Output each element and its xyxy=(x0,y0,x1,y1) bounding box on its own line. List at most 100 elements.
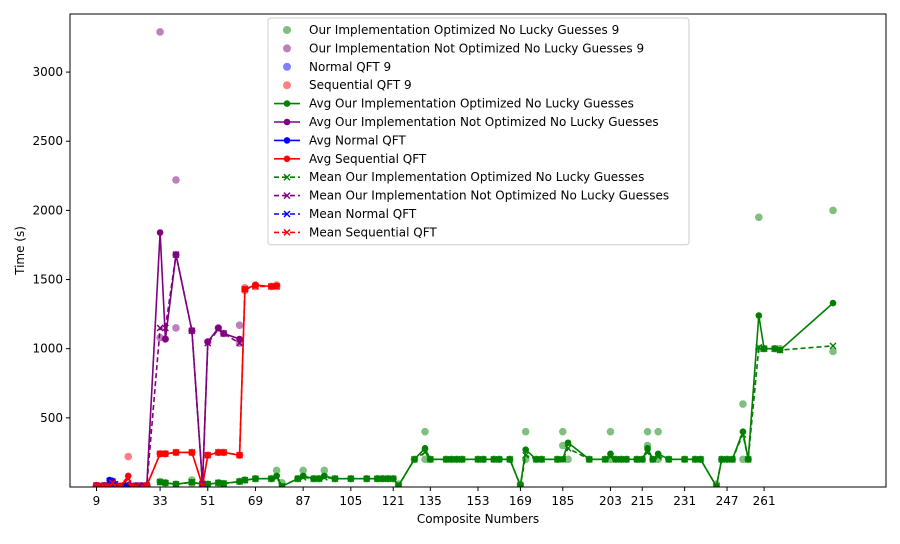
line-point xyxy=(198,482,206,487)
scatter-point xyxy=(564,455,572,464)
scatter-point xyxy=(521,427,530,436)
legend-label: Normal QFT 9 xyxy=(309,60,391,74)
line-point xyxy=(347,475,355,483)
x-tick-label: 51 xyxy=(200,494,215,508)
line-point xyxy=(458,455,466,463)
x-tick-label: 87 xyxy=(296,494,311,508)
legend-label: Sequential QFT 9 xyxy=(309,78,412,92)
line-point xyxy=(612,455,620,463)
scatter-point xyxy=(235,321,244,329)
line-point xyxy=(744,455,752,463)
line-point xyxy=(617,455,625,463)
line-point xyxy=(665,455,673,463)
line-point xyxy=(553,455,561,463)
legend-label: Mean Our Implementation Optimized No Luc… xyxy=(309,170,644,184)
line-point xyxy=(564,444,572,452)
line-point xyxy=(220,480,228,487)
legend-entry: Normal QFT 9 xyxy=(283,60,391,74)
line-point xyxy=(633,455,641,463)
legend-label: Avg Sequential QFT xyxy=(309,152,427,166)
line-point xyxy=(172,480,180,487)
scatter-point xyxy=(739,455,747,464)
y-axis-label: Time (s) xyxy=(13,226,27,276)
line-point xyxy=(739,430,747,438)
scatter-point xyxy=(654,427,662,436)
x-tick-label: 203 xyxy=(599,494,622,508)
x-tick-label: 261 xyxy=(753,494,776,508)
x-tick-label: 185 xyxy=(551,494,574,508)
legend-marker xyxy=(283,81,291,90)
legend-label: Avg Our Implementation Not Optimized No … xyxy=(309,115,659,129)
legend-entry: Mean Sequential QFT xyxy=(274,225,437,239)
scatter-point xyxy=(421,427,429,436)
line-point xyxy=(490,455,498,463)
line-point xyxy=(697,455,705,463)
line-point xyxy=(214,448,222,456)
line-point xyxy=(273,282,281,290)
line-point xyxy=(331,475,339,483)
legend-label: Our Implementation Optimized No Lucky Gu… xyxy=(309,23,619,37)
line-point xyxy=(267,282,275,290)
line-point xyxy=(188,327,196,335)
line-series-mean-sequential-qft xyxy=(92,282,281,487)
line-point xyxy=(585,455,593,463)
legend-marker xyxy=(283,118,291,126)
line-point xyxy=(143,482,151,487)
line-point xyxy=(278,482,286,487)
scatter-point xyxy=(124,452,133,461)
line-point xyxy=(654,453,662,461)
legend-label: Avg Our Implementation Optimized No Luck… xyxy=(309,97,634,111)
line-point xyxy=(320,473,328,481)
line-point xyxy=(162,335,169,343)
legend-entry: Avg Our Implementation Not Optimized No … xyxy=(274,115,659,129)
line-point xyxy=(214,325,222,333)
line-point xyxy=(771,345,779,353)
line-point xyxy=(495,455,503,463)
line-point xyxy=(236,339,244,347)
legend-entry: Our Implementation Not Optimized No Luck… xyxy=(283,41,644,55)
scatter-point xyxy=(829,206,837,215)
line-point xyxy=(760,345,768,353)
line-point xyxy=(204,480,212,487)
line-point xyxy=(691,455,699,463)
line-point xyxy=(829,299,837,307)
x-tick-label: 169 xyxy=(509,494,532,508)
plot-area xyxy=(92,28,837,487)
line-point xyxy=(172,251,180,259)
line-point xyxy=(410,455,418,463)
legend-entry: Avg Sequential QFT xyxy=(274,152,427,166)
y-tick-label: 2000 xyxy=(32,203,63,217)
scatter-point xyxy=(172,176,180,184)
x-axis-ticks: 9 33 51 69 87 105 121 135 153 169 185 203 215 231 247 2… xyxy=(93,487,776,508)
line-point xyxy=(728,455,736,463)
series-line xyxy=(159,345,834,487)
legend-entry: Mean Normal QFT xyxy=(274,207,417,221)
line-point xyxy=(315,475,323,483)
scatter-point xyxy=(606,427,615,436)
line-point xyxy=(172,448,180,456)
line-point xyxy=(379,475,387,483)
line-point xyxy=(363,475,371,483)
line-point xyxy=(132,482,140,487)
legend-marker xyxy=(283,210,291,218)
line-point xyxy=(310,475,318,483)
line-point xyxy=(776,346,784,354)
line-point xyxy=(156,450,164,458)
series-line xyxy=(96,232,240,487)
line-point xyxy=(601,455,609,463)
y-tick-label: 500 xyxy=(40,411,63,425)
legend-marker xyxy=(283,62,291,71)
line-point xyxy=(638,455,646,463)
line-series-avg-sequential-qft xyxy=(93,281,280,487)
line-point xyxy=(188,478,196,486)
x-tick-label: 231 xyxy=(673,494,696,508)
line-point xyxy=(532,455,540,463)
line-point xyxy=(267,475,275,483)
legend-marker xyxy=(283,173,291,181)
line-point xyxy=(506,455,514,463)
line-point xyxy=(116,482,124,487)
scatter-series-our-implementation-not-optimized-no-lucky-guesses-9 xyxy=(92,28,244,487)
line-point xyxy=(426,455,434,463)
line-point xyxy=(474,455,482,463)
